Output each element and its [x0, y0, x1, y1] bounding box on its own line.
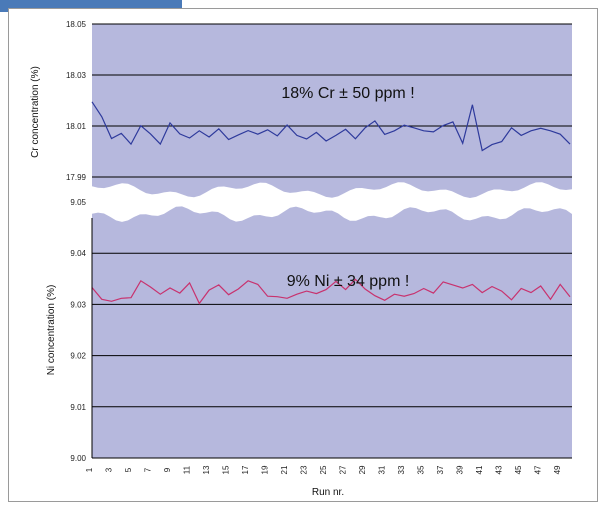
cr-y-axis-label: Cr concentration (%) [30, 66, 41, 158]
x-tick-label: 9 [163, 467, 172, 472]
ni-series-line [91, 278, 571, 305]
ni-y-tick-label: 9.01 [70, 403, 86, 412]
x-tick-label: 7 [144, 467, 153, 472]
x-tick-label: 13 [202, 465, 211, 474]
ni-y-axis-label: Ni concentration (%) [46, 285, 57, 376]
x-tick-label: 19 [261, 465, 270, 474]
cr-y-tick-label: 18.03 [66, 71, 87, 80]
x-tick-label: 27 [339, 465, 348, 474]
ni-y-tick-label: 9.02 [70, 352, 86, 361]
x-tick-label: 17 [241, 465, 250, 474]
x-tick-label: 25 [319, 465, 328, 474]
x-tick-label: 23 [300, 465, 309, 474]
x-tick-label: 37 [436, 465, 445, 474]
x-tick-label: 43 [495, 465, 504, 474]
x-tick-label: 1 [85, 467, 94, 472]
ni-y-tick-label: 9.04 [70, 249, 86, 258]
cr-y-tick-label: 18.05 [66, 20, 87, 29]
x-tick-label: 45 [514, 465, 523, 474]
x-tick-label: 29 [358, 465, 367, 474]
x-tick-label: 35 [417, 465, 426, 474]
x-axis-label: Run nr. [312, 487, 344, 498]
ni-y-tick-labels: 9.05 9.04 9.03 9.02 9.01 9.00 [70, 198, 86, 463]
x-tick-label: 31 [378, 465, 387, 474]
x-tick-label: 5 [124, 467, 133, 472]
x-tick-labels: 1 3 5 7 9 11 13 15 17 19 21 23 25 27 29 31 33 35 37 39 41 43 4… [85, 465, 562, 475]
cr-series-line [91, 101, 571, 152]
cr-y-tick-labels: 18.05 18.03 18.01 17.99 [66, 20, 87, 182]
x-tick-label: 47 [534, 465, 543, 474]
x-tick-label: 15 [222, 465, 231, 474]
x-tick-label: 3 [105, 467, 114, 472]
ni-annotation: 9% Ni ± 34 ppm ! [287, 273, 410, 290]
cr-annotation: 18% Cr ± 50 ppm ! [281, 85, 414, 102]
x-tick-label: 21 [280, 465, 289, 474]
ni-y-tick-label: 9.03 [70, 300, 86, 309]
x-tick-label: 49 [553, 465, 562, 474]
x-tick-label: 39 [456, 465, 465, 474]
axis-break-band [86, 182, 578, 222]
x-tick-label: 33 [397, 465, 406, 474]
x-tick-label: 11 [183, 465, 192, 474]
plot-background [92, 24, 572, 458]
cr-y-tick-label: 17.99 [66, 173, 87, 182]
ni-y-tick-label: 9.00 [70, 454, 86, 463]
ni-y-tick-label: 9.05 [70, 198, 86, 207]
x-tick-label: 41 [475, 465, 484, 474]
cr-y-tick-label: 18.01 [66, 122, 87, 131]
